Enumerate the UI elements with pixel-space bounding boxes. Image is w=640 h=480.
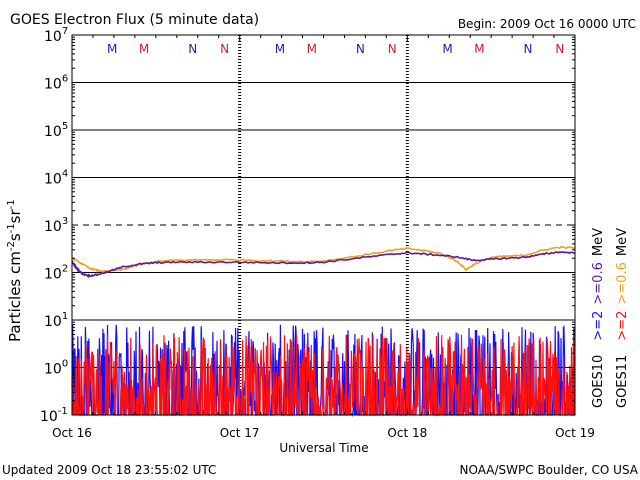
mn-marker: M (275, 42, 285, 56)
y-tick-label: 101 (44, 311, 68, 330)
y-tick-label: 10-1 (40, 406, 68, 425)
x-axis-label: Universal Time (279, 441, 368, 455)
legend-entry: >=2 (615, 311, 630, 341)
legend-entry: MeV (615, 228, 630, 256)
series-line-goes10-0-6-mev (71, 251, 576, 279)
updated-timestamp: Updated 2009 Oct 18 23:55:02 UTC (2, 463, 216, 477)
legend-entry: GOES10 (591, 355, 606, 408)
mn-marker: N (388, 42, 397, 56)
x-tick-label: Oct 19 (555, 426, 595, 440)
y-tick-label: 103 (44, 216, 68, 235)
mn-marker: M (107, 42, 117, 56)
mn-marker: M (307, 42, 317, 56)
y-tick-labels: 107 106 105 104 103 102 101 100 10-1 (40, 26, 68, 425)
mn-marker: N (188, 42, 197, 56)
gridlines (72, 82, 575, 368)
begin-label: Begin: 2009 Oct 16 0000 UTC (458, 17, 636, 31)
day-separators (238, 35, 409, 415)
legend-entry: >=0.6 (591, 262, 606, 304)
y-tick-label: 107 (44, 26, 68, 45)
axis-ticks (71, 34, 576, 416)
x-tick-label: Oct 18 (387, 426, 427, 440)
mn-marker: N (555, 42, 564, 56)
y-tick-label: 104 (44, 169, 68, 188)
credit-label: NOAA/SWPC Boulder, CO USA (460, 463, 639, 477)
y-axis-label: Particles cm-2s-1sr-1 (6, 199, 24, 342)
x-tick-labels: Oct 16 Oct 17 Oct 18 Oct 19 (52, 426, 595, 440)
x-tick-label: Oct 16 (52, 426, 92, 440)
mn-marker: N (524, 42, 533, 56)
legend: GOES10 >=2 >=0.6 MeV GOES11 >=2 >=0.6 MeV (591, 228, 630, 408)
legend-entry: GOES11 (615, 355, 630, 408)
legend-column: GOES10 >=2 >=0.6 MeV (591, 228, 606, 408)
legend-entry: MeV (591, 228, 606, 256)
y-tick-label: 100 (44, 359, 68, 378)
mn-marker: N (356, 42, 365, 56)
legend-column: GOES11 >=2 >=0.6 MeV (615, 228, 630, 408)
mn-marker: M (139, 42, 149, 56)
mn-marker: M (474, 42, 484, 56)
legend-entry: >=2 (591, 311, 606, 341)
y-tick-label: 106 (44, 74, 68, 93)
y-tick-label: 105 (44, 121, 68, 140)
mn-marker: M (442, 42, 452, 56)
x-tick-label: Oct 17 (220, 426, 260, 440)
mn-marker: N (220, 42, 229, 56)
chart-title: GOES Electron Flux (5 minute data) (10, 12, 259, 28)
legend-entry: >=0.6 (615, 262, 630, 304)
y-tick-label: 102 (44, 264, 68, 283)
high-energy-series (71, 324, 576, 417)
low-energy-series (71, 245, 576, 279)
